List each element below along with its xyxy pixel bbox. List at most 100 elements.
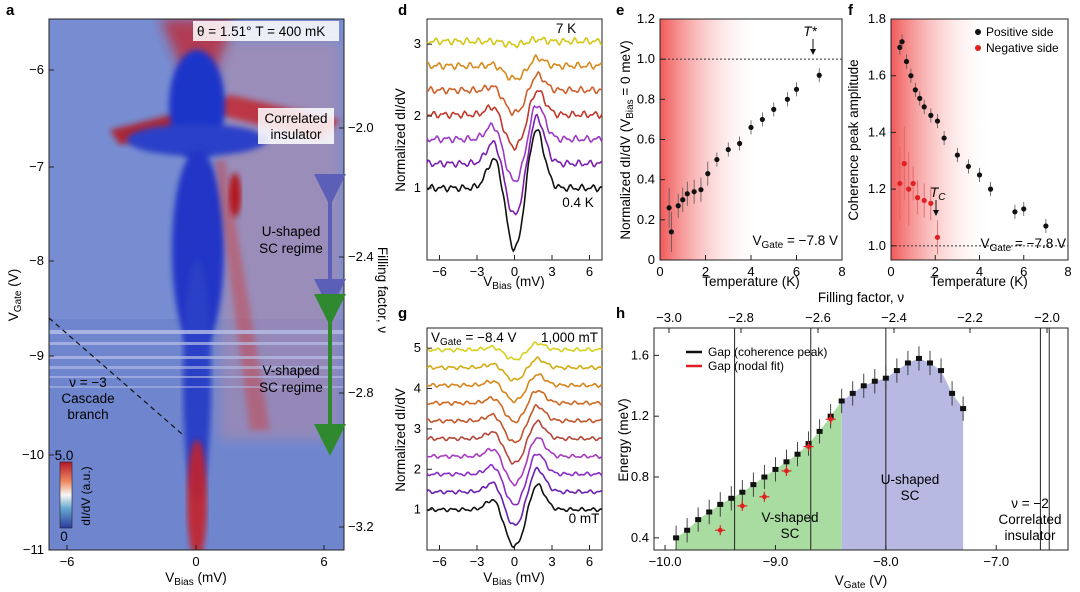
f-ytick-label: 1.4 [868, 124, 886, 139]
panel-g-curve-2 [426, 453, 603, 506]
e-point [691, 189, 697, 195]
f-positive-point [928, 112, 934, 118]
f-positive-point [897, 44, 903, 50]
panel-a-right-ylabel: Filling factor, ν [375, 247, 390, 334]
d-xtick-label: 0 [511, 264, 518, 279]
h-gap-point [938, 368, 945, 374]
h-gap-point [695, 517, 702, 523]
f-negative-point [906, 186, 912, 192]
f-xtick-label: 4 [976, 264, 983, 279]
f-positive-point [917, 95, 923, 101]
h-gap-point [871, 378, 878, 384]
a-xtick-label: 0 [192, 554, 199, 569]
h-ytick-label: 1.6 [631, 347, 649, 362]
h-xtick-label: −9.0 [763, 554, 789, 569]
panel-g-curve-3 [426, 436, 603, 487]
g-xtick-label: 3 [548, 554, 555, 569]
panel-a-ylabel: VGate (V) [6, 269, 24, 321]
h-gap-point [949, 390, 956, 396]
d-ytick-label: 2 [414, 108, 421, 123]
panel-e-ylabel: Normalized dI/dV (VBias = 0 meV) [618, 40, 636, 239]
panel-g-bottom-label: 0 mT [569, 511, 600, 526]
panel-g-curve-9 [426, 341, 603, 361]
h-gap-point [960, 406, 967, 412]
colorbar-label: dI/dV (a.u.) [79, 466, 93, 525]
f-ytick-label: 1.2 [868, 181, 886, 196]
panel-label-h: h [616, 305, 625, 322]
panel-label-a: a [6, 2, 15, 19]
a-ytick-label: −9 [29, 348, 44, 363]
f-positive-point [899, 39, 905, 45]
panel-label-g: g [398, 305, 407, 322]
h-gap-point [882, 375, 889, 381]
panel-f-vgate: VGate = −7.8 V [981, 236, 1067, 254]
panel-g-curve-4 [426, 419, 603, 465]
f-positive-point [941, 135, 947, 141]
f-negative-point [934, 234, 941, 240]
panel-a-xlabel: VBias (mV) [165, 570, 226, 588]
panel-e-shading [660, 19, 760, 260]
g-ytick-label: 1 [414, 502, 421, 517]
e-point [784, 96, 791, 102]
v-shaped-region [676, 401, 842, 550]
e-point [771, 106, 777, 112]
h-gap-point [706, 509, 713, 515]
panel-d-curve-2 [426, 104, 603, 183]
g-ytick-label: 5 [414, 340, 421, 355]
panel-g-curve-6 [426, 389, 603, 424]
panel-e-vgate: VGate = −7.8 V [753, 233, 839, 251]
panel-d-ylabel: Normalized dI/dV [393, 88, 408, 192]
f-positive-point [965, 163, 972, 170]
e-point [816, 72, 822, 78]
annot-correlated-2: insulator [270, 127, 322, 142]
a-rytick-label: −3.2 [348, 519, 374, 534]
legend-positive: Positive side [986, 25, 1054, 39]
h-u-label-1: U-shaped [881, 472, 940, 487]
h-gap-point [838, 398, 845, 404]
h-gap-point [816, 428, 823, 434]
h-nodal-point [784, 468, 789, 474]
h-xtick-label: −10.0 [649, 554, 682, 569]
e-point [675, 203, 681, 209]
e-ytick-label: 1.2 [637, 11, 655, 26]
cascade-dashed-line [48, 317, 183, 435]
panel-g-ylabel: Normalized dI/dV [393, 388, 408, 492]
legend-negative: Negative side [986, 41, 1059, 55]
f-ytick-label: 1.8 [868, 11, 886, 26]
colorbar-max: 5.0 [55, 448, 74, 463]
e-point [668, 229, 674, 235]
f-xtick-label: 8 [1064, 264, 1071, 279]
panel-h-plot: −10.0 −9.0 −8.0 −7.0 0.4 0.8 1.2 1.6 −3.0 −2.8 −2.… [631, 310, 1060, 569]
colorbar [59, 461, 73, 529]
d-xtick-label: 6 [586, 264, 593, 279]
f-negative-point [914, 195, 921, 201]
f-positive-point [1043, 223, 1049, 229]
h-xtick-label: −7.0 [983, 554, 1009, 569]
panel-e-plot: 0 2 4 6 8 0 0.2 0.4 0.6 0.8 1.0 1.2 [637, 11, 846, 279]
f-positive-point [987, 186, 994, 192]
panel-g-curve-1 [426, 466, 603, 527]
h-u-label-2: SC [901, 488, 920, 503]
a-rytick-label: −2.8 [348, 385, 374, 400]
panel-a: a θ = 1.51° T = 400 mK C [6, 2, 390, 588]
f-positive-point [976, 172, 983, 178]
h-nodal-point [739, 503, 745, 509]
f-positive-point [1012, 209, 1018, 215]
panel-a-right-yticks: −2.0 −2.4 −2.8 −3.2 [339, 120, 374, 534]
h-ytick-label: 0.8 [631, 469, 649, 484]
g-ytick-label: 2 [414, 461, 421, 476]
d-xtick-label: −6 [432, 264, 447, 279]
g-ytick-label: 4 [414, 381, 421, 396]
panel-d-curve-5 [426, 53, 603, 81]
a-xtick-label: −6 [60, 554, 75, 569]
h-gap-point [684, 527, 691, 533]
panel-d-curves [426, 35, 603, 253]
e-point [698, 187, 704, 193]
f-ytick-label: 1.6 [868, 68, 886, 83]
f-positive-point [954, 152, 960, 158]
h-ytick-label: 1.2 [631, 408, 649, 423]
panel-g-curve-5 [427, 403, 603, 444]
e-point [705, 171, 711, 177]
f-xtick-label: 6 [1020, 264, 1027, 279]
